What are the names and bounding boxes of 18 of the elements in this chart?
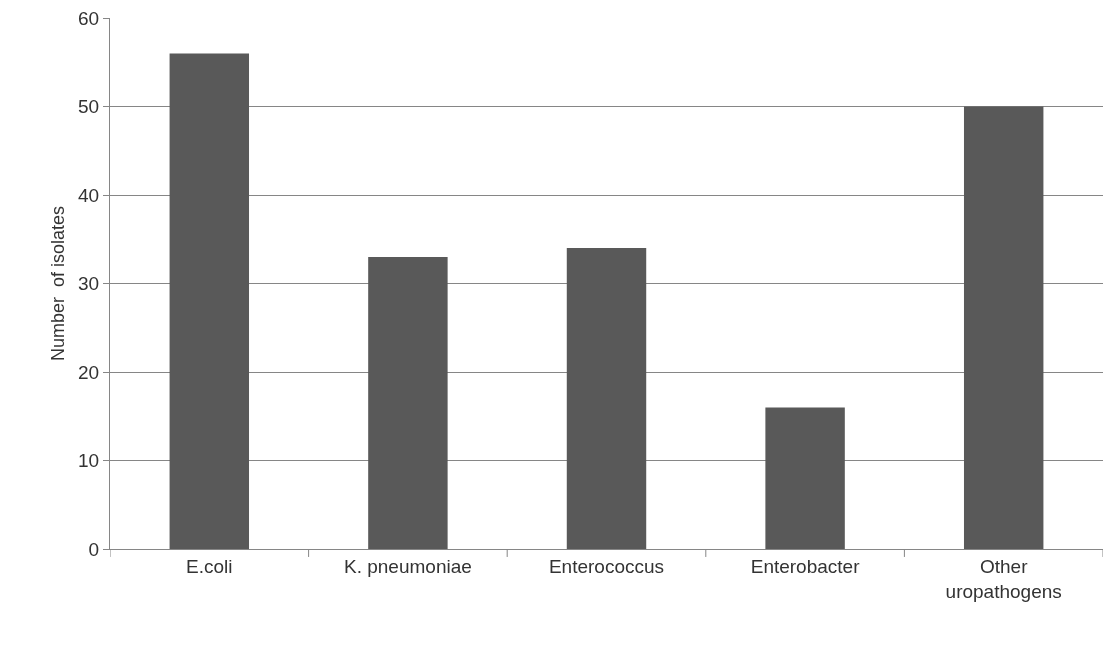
y-tick-label: 20 — [78, 361, 100, 383]
bar — [765, 407, 845, 549]
x-tick-label: Enterobacter — [750, 555, 861, 577]
y-tick-label: 10 — [78, 450, 100, 472]
bar — [566, 248, 647, 549]
y-tick-label: 40 — [78, 184, 100, 206]
y-tick-label: 50 — [78, 96, 100, 118]
bar — [169, 53, 250, 549]
bar — [368, 256, 448, 549]
x-tick-label: E.coli — [186, 555, 233, 577]
x-tick-label: K. pneumoniae — [343, 555, 472, 577]
x-tick-label: Other uropathogens — [945, 555, 1062, 602]
y-tick-label: 30 — [78, 273, 100, 295]
y-axis-title: Number of isolates — [48, 205, 68, 362]
y-tick-label: 0 — [88, 538, 100, 560]
y-tick-label: 60 — [78, 7, 100, 29]
bar — [963, 106, 1044, 549]
x-tick-label: Enterococcus — [548, 555, 665, 577]
